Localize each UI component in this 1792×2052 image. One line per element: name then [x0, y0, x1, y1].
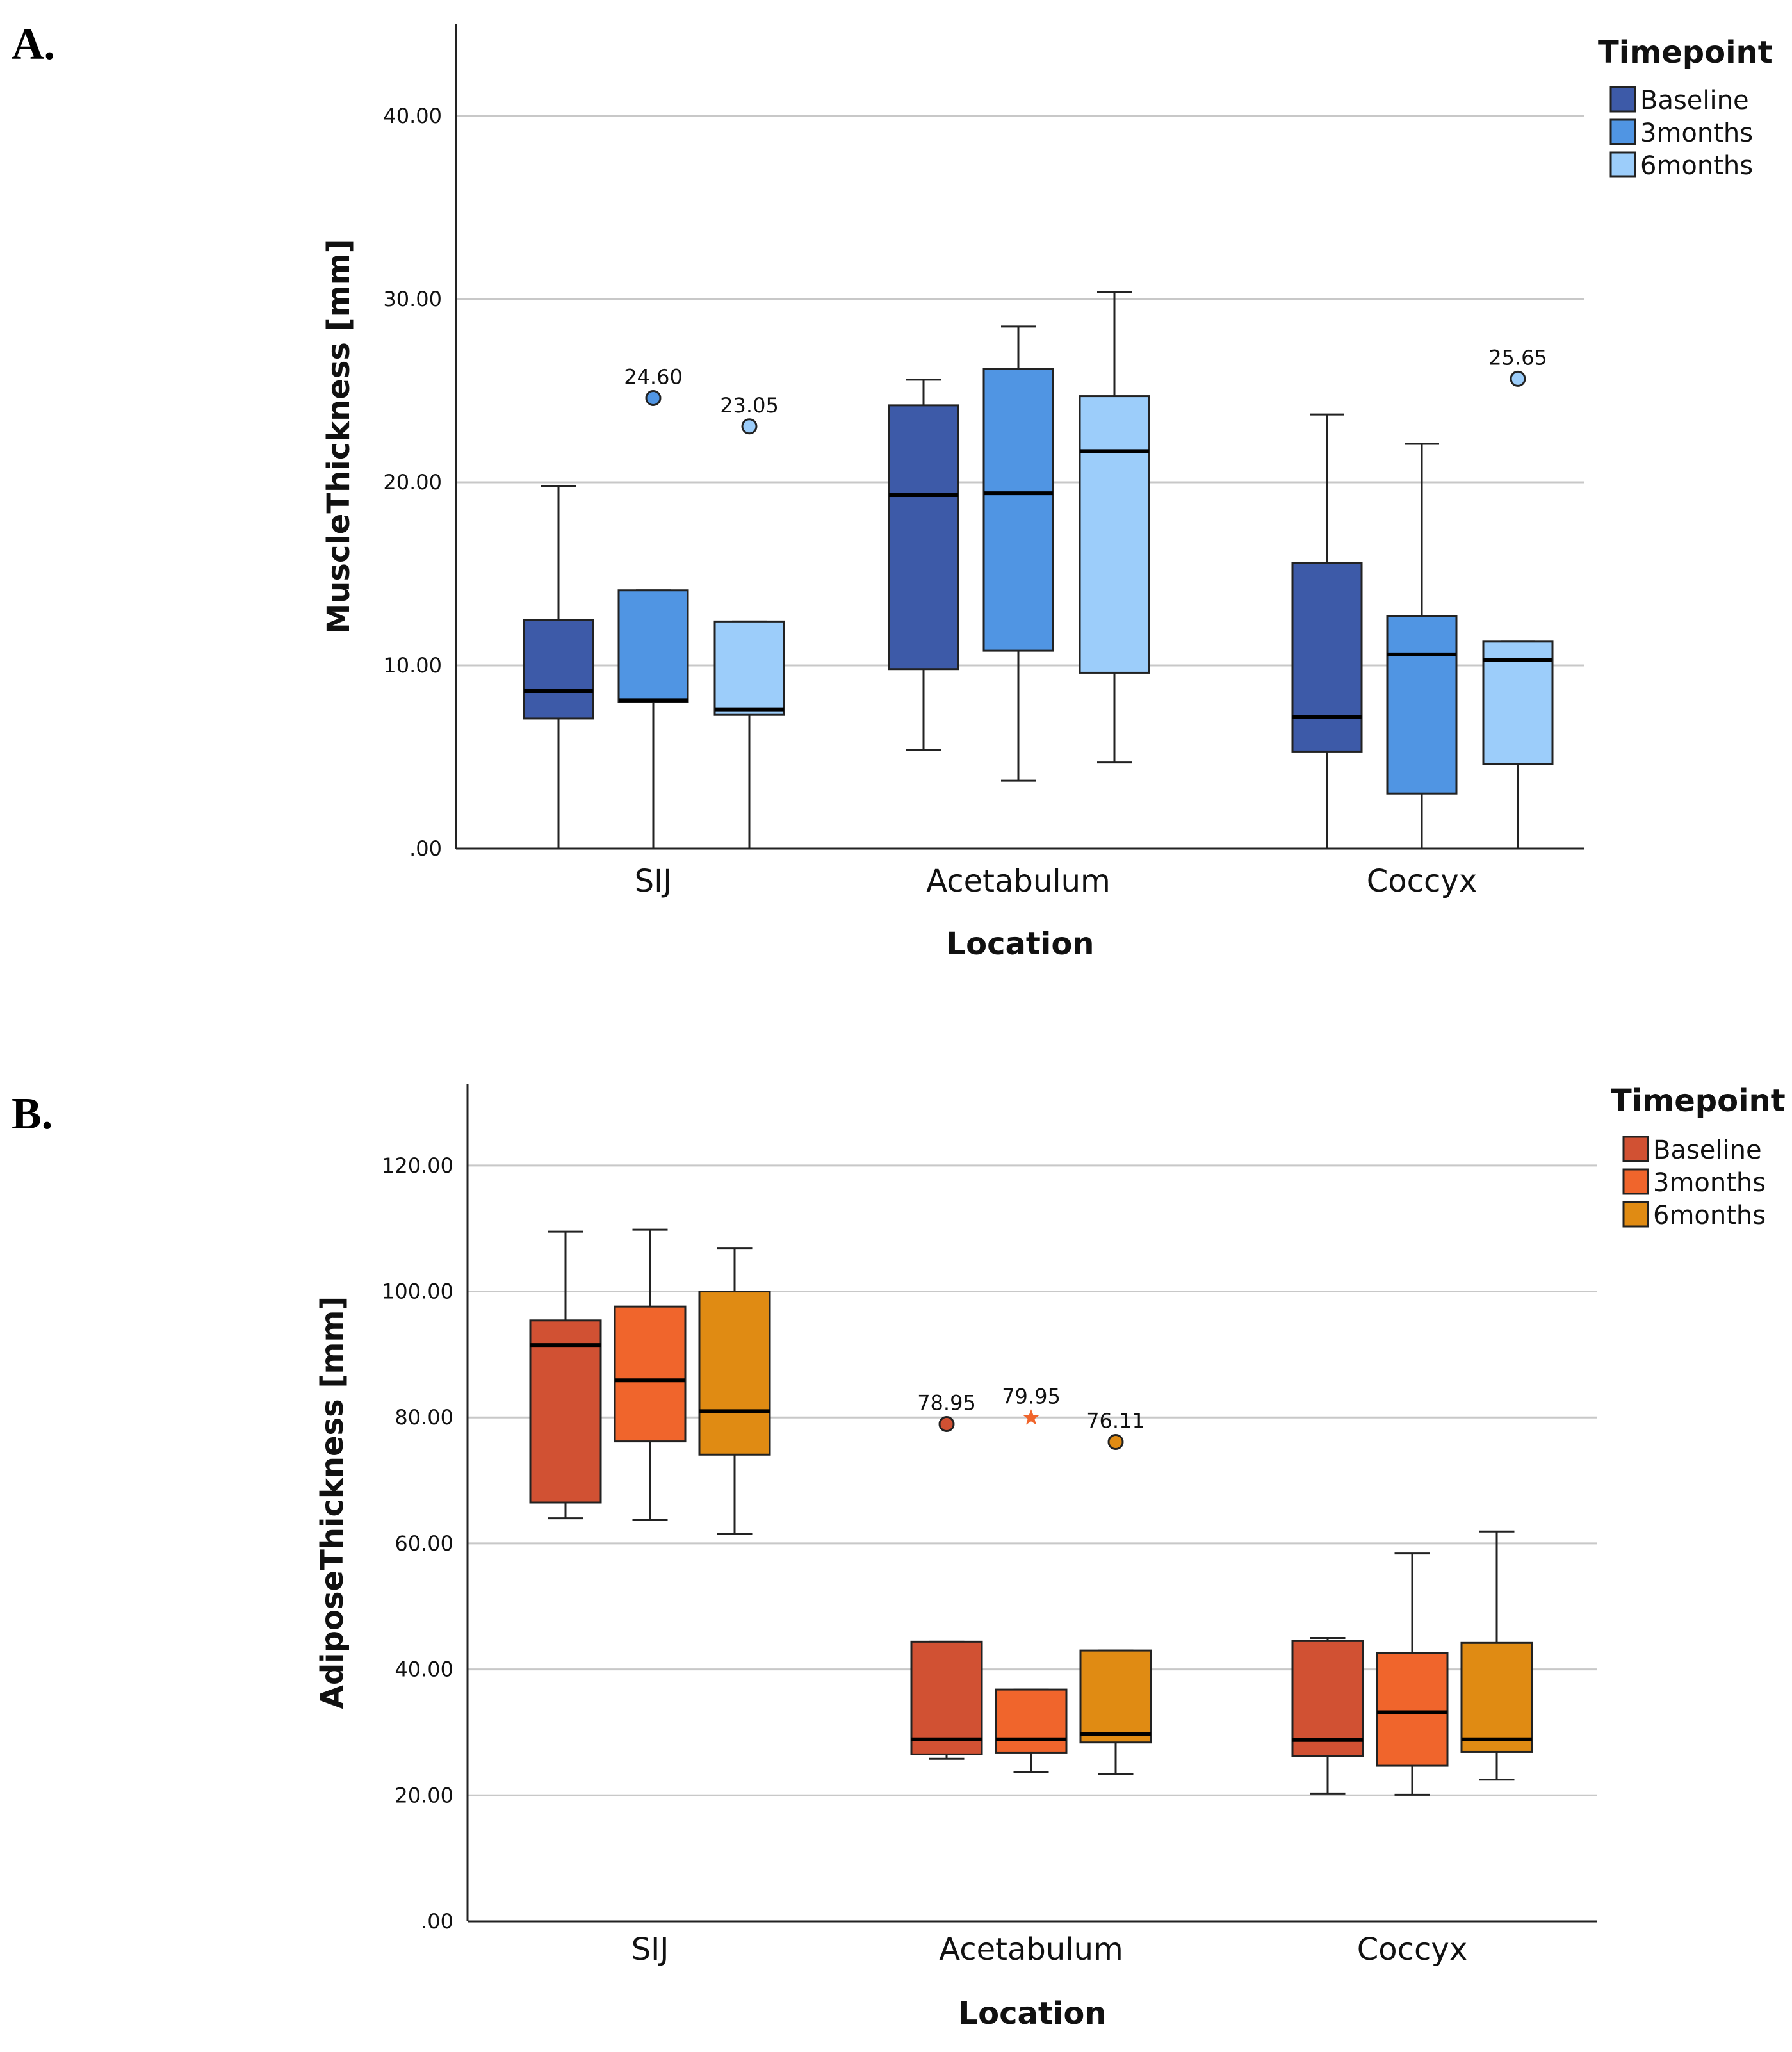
chart-b-outlier-acetabulum-baseline-point	[938, 1416, 955, 1433]
chart-a-acetabulum-baseline-box	[888, 404, 959, 671]
panel-a-letter: A.	[12, 20, 56, 69]
chart-a-y-tick-label: 10.00	[383, 653, 442, 678]
chart-a-y-axis-title: MuscleThickness [mm]	[321, 239, 357, 633]
chart-b-y-tick-label: .00	[421, 1909, 453, 1934]
chart-a-coccyx-6months-box	[1482, 640, 1554, 765]
chart-b-legend-swatch-3months	[1622, 1168, 1649, 1195]
chart-b-adipose-thickness: .00 20.00 40.00 60.00 80.00 100.00 120.00 78.95…	[314, 1083, 1786, 2032]
chart-b-legend-label-3months: 3months	[1653, 1168, 1766, 1198]
chart-a-legend-label-3months: 3months	[1640, 118, 1753, 148]
chart-a-outlier-sij-3months-label: 24.60	[624, 364, 683, 389]
chart-a-outlier-sij-6months-label: 23.05	[720, 393, 779, 418]
chart-a-outlier-coccyx-6months-label: 25.65	[1488, 345, 1547, 370]
chart-a-y-tick-label: 20.00	[383, 470, 442, 494]
chart-b-acetabulum-6months-box	[1079, 1649, 1152, 1744]
chart-b-y-tick-label: 120.00	[382, 1153, 453, 1178]
chart-b-sij-6months-box	[698, 1291, 771, 1456]
chart-a-acetabulum-6months-box	[1079, 395, 1150, 674]
chart-b-acetabulum-baseline-box	[910, 1640, 983, 1755]
chart-b-legend-label-baseline: Baseline	[1653, 1136, 1762, 1165]
chart-a-y-tick-label: 40.00	[383, 104, 442, 128]
chart-b-y-axis-title: AdiposeThickness [mm]	[314, 1296, 350, 1709]
chart-a-muscle-thickness: .00 10.00 20.00 30.00 40.00 24.60 23.05 25.65 SI…	[321, 24, 1773, 962]
chart-b-legend-swatch-baseline	[1622, 1136, 1649, 1162]
chart-a-x-category-sij: SIJ	[635, 863, 672, 899]
chart-b-y-tick-label: 40.00	[395, 1657, 453, 1682]
chart-b-outlier-acetabulum-3months-label: 79.95	[1002, 1385, 1061, 1409]
chart-b-outlier-acetabulum-6months-point	[1107, 1433, 1124, 1450]
chart-b-coccyx-3months-box	[1376, 1652, 1449, 1767]
chart-b-y-tick-label: 100.00	[382, 1280, 453, 1304]
chart-a-sij-6months-box	[713, 620, 785, 716]
chart-b-y-tick-label: 20.00	[395, 1783, 453, 1807]
chart-b-x-category-sij: SIJ	[631, 1932, 669, 1967]
chart-b-x-axis-title: Location	[959, 1996, 1107, 2032]
chart-a-outlier-sij-6months-point	[741, 418, 758, 435]
chart-b-outlier-acetabulum-3months-star	[1023, 1409, 1039, 1425]
chart-b-x-category-acetabulum: Acetabulum	[939, 1932, 1123, 1967]
chart-a-coccyx-3months-box	[1386, 615, 1458, 795]
chart-b-coccyx-baseline-box	[1291, 1640, 1364, 1757]
chart-a-sij-3months-box	[617, 589, 689, 703]
chart-b-acetabulum-3months-box	[995, 1688, 1068, 1754]
chart-a-legend-swatch-6months	[1609, 151, 1636, 178]
chart-a-legend-title: Timepoint	[1598, 35, 1773, 70]
chart-b-y-tick-label: 80.00	[395, 1405, 453, 1429]
chart-b-legend-title: Timepoint	[1611, 1083, 1786, 1119]
chart-b-y-tick-label: 60.00	[395, 1531, 453, 1556]
chart-a-coccyx-baseline-box	[1291, 562, 1363, 753]
chart-a-outlier-sij-3months-point	[645, 389, 662, 406]
chart-a-sij-baseline-box	[523, 619, 594, 720]
chart-b-legend-label-6months: 6months	[1653, 1201, 1766, 1230]
chart-a-acetabulum-3months-box	[982, 368, 1054, 652]
chart-b-coccyx-6months-box	[1460, 1641, 1533, 1753]
chart-b-outlier-acetabulum-baseline-label: 78.95	[917, 1391, 976, 1415]
chart-b-x-category-coccyx: Coccyx	[1357, 1932, 1467, 1967]
panel-b-letter: B.	[12, 1089, 53, 1139]
chart-a-x-category-acetabulum: Acetabulum	[926, 863, 1111, 899]
chart-a-x-axis-title: Location	[947, 926, 1095, 962]
chart-b-sij-3months-box	[614, 1305, 687, 1443]
chart-a-legend-swatch-baseline	[1609, 86, 1636, 113]
chart-b-legend-swatch-6months	[1622, 1201, 1649, 1228]
chart-b-outlier-acetabulum-6months-label: 76.11	[1086, 1408, 1145, 1433]
chart-a-y-tick-label: 30.00	[383, 287, 442, 311]
chart-a-outlier-coccyx-6months-point	[1510, 370, 1526, 387]
chart-a-legend-swatch-3months	[1609, 118, 1636, 145]
chart-a-y-tick-label: .00	[409, 836, 442, 861]
chart-a-x-category-coccyx: Coccyx	[1367, 863, 1477, 899]
chart-b-sij-baseline-box	[529, 1319, 602, 1504]
chart-a-legend-label-6months: 6months	[1640, 151, 1753, 181]
chart-a-legend-label-baseline: Baseline	[1640, 86, 1749, 115]
